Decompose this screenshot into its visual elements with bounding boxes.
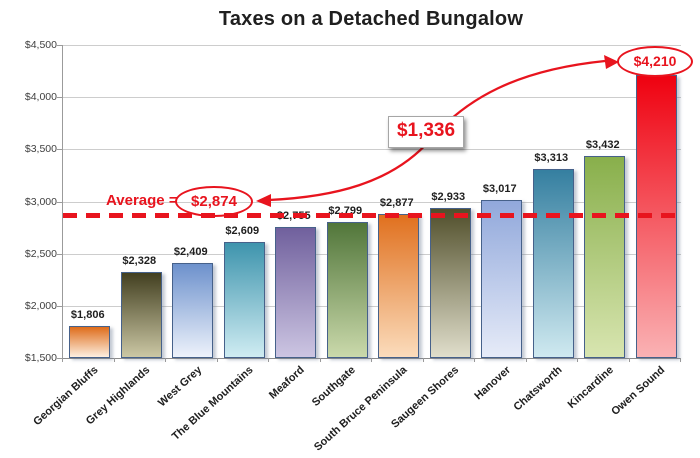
x-axis-label-southgate: Southgate — [310, 364, 359, 409]
y-axis-tick — [57, 45, 62, 46]
x-axis-label-meaford: Meaford — [266, 364, 307, 402]
x-axis-tick — [474, 358, 475, 362]
y-axis-tick — [57, 358, 62, 359]
y-axis-tick-label: $2,500 — [24, 247, 57, 260]
x-axis-tick — [628, 358, 630, 362]
gridline — [63, 97, 681, 99]
y-axis-tick-label: $4,000 — [24, 91, 57, 104]
bar-the-blue-mountains — [223, 242, 265, 358]
x-axis-tick — [62, 358, 63, 362]
bar-hanover — [481, 199, 523, 358]
average-dashed-line — [63, 213, 681, 218]
y-axis-tick — [57, 97, 62, 99]
bar-georgian-bluffs — [69, 326, 111, 358]
bar-south-bruce-peninsula — [378, 214, 420, 358]
gridline — [63, 305, 681, 307]
x-axis-tick — [268, 358, 269, 362]
y-axis-tick-label: $1,500 — [24, 352, 57, 364]
x-axis-label-west-grey: West Grey — [155, 364, 204, 410]
gridline — [63, 201, 681, 203]
average-value: $2,874 — [191, 193, 237, 210]
bar-west-grey — [172, 263, 214, 358]
bar-value-label: $2,328 — [122, 254, 157, 267]
bar-southgate — [326, 222, 368, 358]
bar-meaford — [275, 227, 317, 358]
x-axis-tick — [319, 358, 321, 362]
average-value-ellipse: $2,874 — [175, 186, 253, 217]
y-axis-tick — [57, 305, 62, 307]
x-axis-label-south-bruce-peninsula: South Bruce Peninsula — [312, 364, 410, 454]
chart-title: Taxes on a Detached Bungalow — [218, 8, 524, 30]
x-axis-tick — [525, 358, 527, 362]
y-axis-tick-label: $2,000 — [24, 299, 57, 312]
x-axis-tick — [165, 358, 166, 362]
y-axis-tick — [57, 253, 62, 255]
bar-value-label: $3,313 — [534, 151, 569, 164]
max-value-ellipse: $4,210 — [617, 46, 693, 77]
bar-value-label: $3,017 — [482, 182, 517, 195]
gridline — [63, 45, 681, 46]
x-axis-label-owen-sound: Owen Sound — [609, 364, 668, 418]
x-axis-tick — [113, 358, 115, 362]
max-value: $4,210 — [633, 53, 677, 69]
difference-value: $1,336 — [396, 120, 456, 141]
y-axis-tick — [57, 201, 62, 203]
difference-callout-box: $1,336 — [388, 116, 464, 148]
y-axis-tick-label: $4,500 — [24, 39, 57, 51]
bar-value-label: $2,609 — [225, 225, 260, 238]
average-label: Average = — [106, 192, 178, 209]
y-axis-tick-label: $3,500 — [24, 143, 57, 156]
y-axis-tick-label: $3,000 — [24, 195, 57, 208]
x-axis-label-chatsworth: Chatsworth — [511, 364, 565, 414]
bar-kincardine — [584, 156, 626, 358]
x-axis-tick — [680, 358, 681, 362]
x-axis-tick — [371, 358, 372, 362]
y-axis-tick — [57, 149, 62, 151]
x-axis-tick — [422, 358, 424, 362]
bar-grey-highlands — [120, 271, 162, 358]
bar-value-label: $1,806 — [70, 309, 105, 322]
x-axis-tick — [216, 358, 218, 362]
x-axis-label-hanover: Hanover — [472, 364, 513, 403]
plot-area — [62, 45, 681, 359]
bar-saugeen-shores — [429, 208, 471, 358]
bar-value-label: $2,409 — [173, 246, 208, 259]
x-axis-label-kincardine: Kincardine — [565, 364, 616, 411]
gridline — [63, 253, 681, 255]
bar-chatsworth — [532, 168, 574, 358]
x-axis-tick — [577, 358, 578, 362]
bar-value-label: $3,432 — [585, 139, 620, 152]
